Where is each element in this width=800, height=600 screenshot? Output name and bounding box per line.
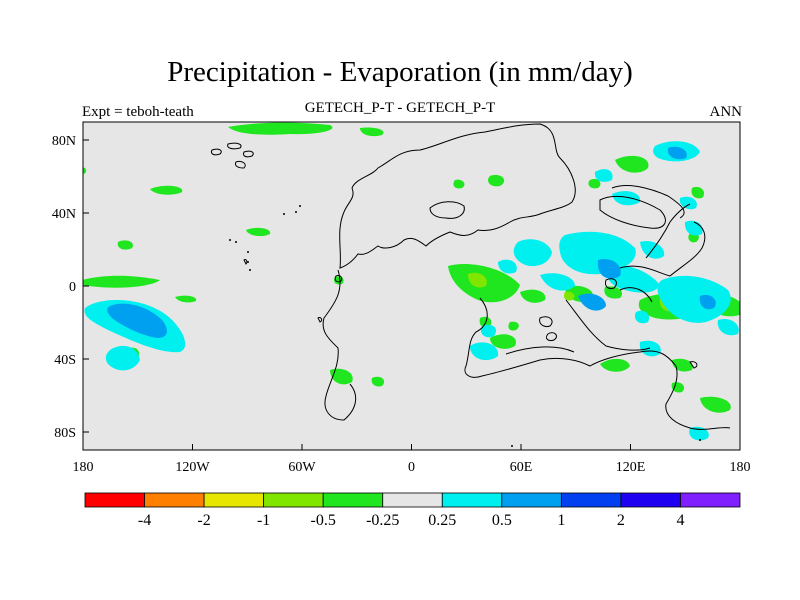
x-tick-label: 180: [730, 460, 751, 475]
colorbar-swatch: [263, 492, 324, 508]
colorbar-label: 0.5: [492, 512, 512, 529]
axis-ticks: [82, 139, 741, 450]
colorbar-label: 4: [676, 512, 684, 529]
x-tick-label: 180: [73, 460, 94, 475]
colorbar: [84, 492, 741, 508]
stronger-positive-areas: [107, 146, 716, 338]
season-label: ANN: [709, 104, 743, 120]
colorbar-label: 1: [557, 512, 565, 529]
y-tick-label: 40S: [54, 353, 76, 368]
colorbar-swatch: [620, 492, 681, 508]
y-tick-label: 80N: [52, 134, 76, 149]
colorbar-swatch: [322, 492, 384, 508]
x-axis-labels: 180 120W 60W 0 60E 120E 180: [73, 460, 751, 475]
x-tick-label: 0: [408, 460, 415, 475]
colorbar-label: -4: [138, 512, 151, 529]
x-tick-label: 60E: [510, 460, 533, 475]
coastlines: [211, 123, 731, 430]
pe-contour-fields: [83, 122, 740, 441]
x-tick-label: 120W: [175, 460, 210, 475]
colorbar-swatch: [203, 492, 265, 508]
colorbar-label: 2: [617, 512, 625, 529]
plot-title: Precipitation - Evaporation (in mm/day): [167, 56, 633, 88]
y-tick-label: 40N: [52, 207, 76, 222]
y-tick-label: 80S: [54, 426, 76, 441]
colorbar-label: -0.25: [366, 512, 399, 529]
colorbar-swatch: [84, 492, 145, 508]
tiny-islands: [229, 205, 701, 447]
colorbar-swatch: [680, 492, 741, 508]
x-tick-label: 60W: [288, 460, 316, 475]
colorbar-label: -1: [257, 512, 270, 529]
y-axis-labels: 80N 40N 0 40S 80S: [52, 134, 76, 441]
colorbar-swatch: [144, 492, 205, 508]
colorbar-swatch: [501, 492, 562, 508]
positive-pe-areas: [84, 141, 739, 441]
colorbar-swatch: [382, 492, 443, 508]
colorbar-label: 0.25: [428, 512, 456, 529]
experiment-label: Expt = teboh-teath: [82, 104, 194, 120]
y-tick-label: 0: [69, 280, 76, 295]
colorbar-swatch: [441, 492, 503, 508]
dataset-label: GETECH_P-T - GETECH_P-T: [304, 100, 496, 116]
colorbar-label: -2: [197, 512, 210, 529]
colorbar-swatch: [560, 492, 622, 508]
colorbar-label: -0.5: [311, 512, 336, 529]
colorbar-labels: -4 -2 -1 -0.5 -0.25 0.25 0.5 1 2 4: [138, 512, 685, 529]
x-tick-label: 120E: [616, 460, 646, 475]
